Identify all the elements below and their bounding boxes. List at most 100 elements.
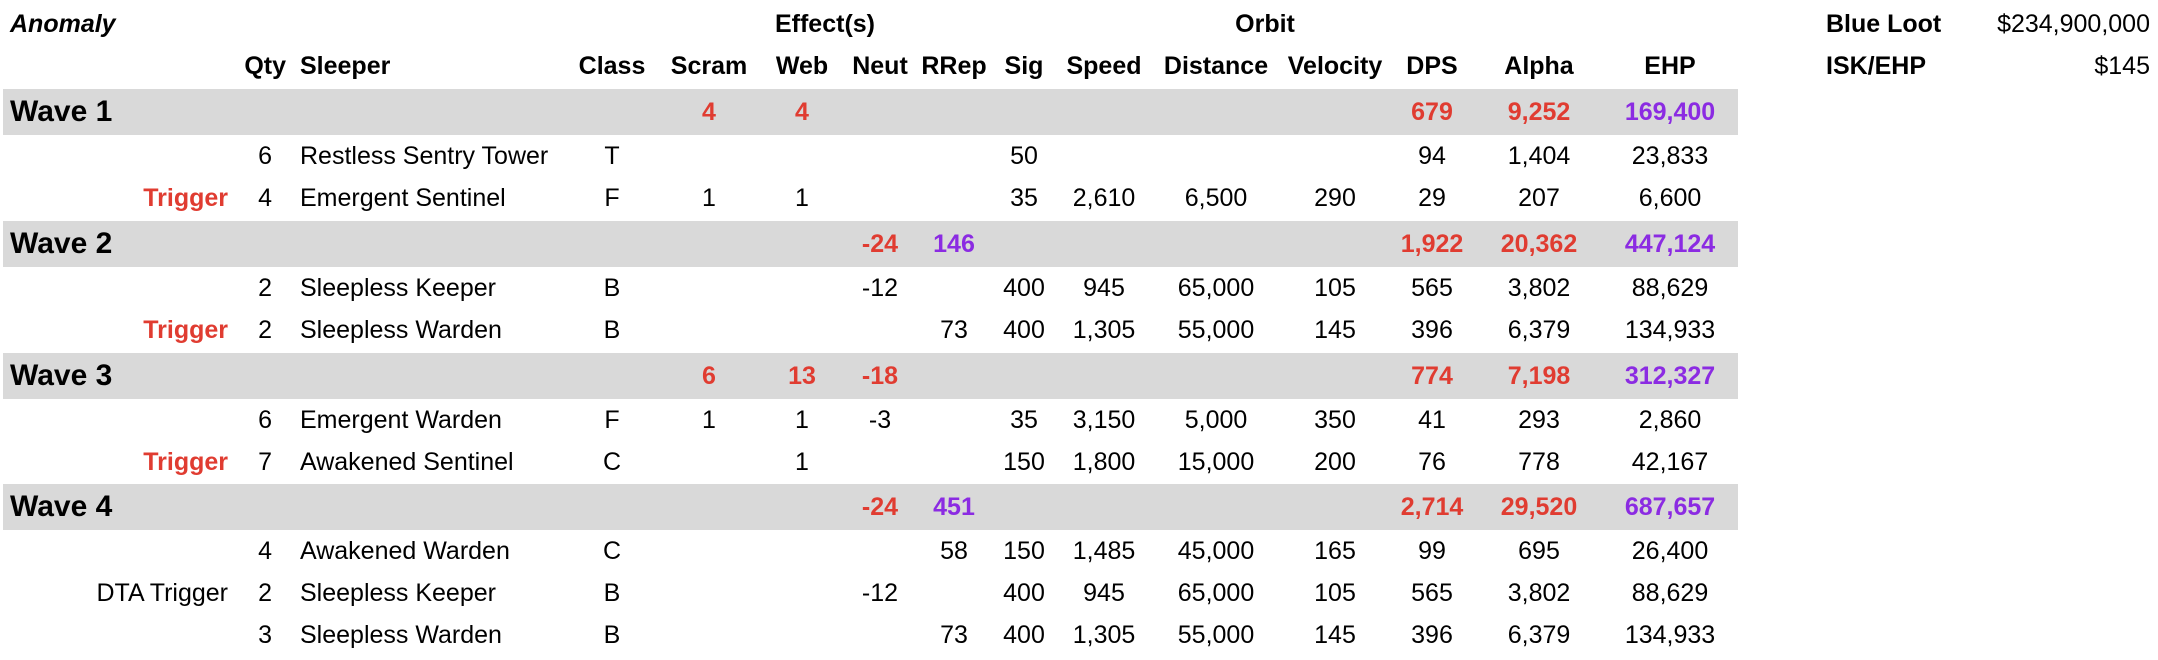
wave-total-ehp: 687,657 xyxy=(1624,493,1716,521)
wave-total-scram: 4 xyxy=(702,98,716,126)
alpha-cell: 778 xyxy=(1518,448,1560,476)
alpha-cell: 6,379 xyxy=(1507,316,1571,344)
speed-cell: 2,610 xyxy=(1072,184,1136,212)
col-header-distance: Distance xyxy=(1163,52,1269,80)
wave-total-ehp: 312,327 xyxy=(1624,362,1716,390)
sig-cell: 400 xyxy=(1003,274,1045,302)
rrep-cell: 58 xyxy=(940,537,968,565)
sig-cell: 400 xyxy=(1003,316,1045,344)
qty-cell: 2 xyxy=(258,274,272,302)
rrep-cell: 73 xyxy=(940,621,968,649)
sleeper-cell: Sleepless Keeper xyxy=(300,579,496,607)
col-header-neut: Neut xyxy=(852,52,908,80)
dps-cell: 565 xyxy=(1411,274,1453,302)
sleeper-cell: Sleepless Warden xyxy=(300,621,502,649)
velocity-cell: 145 xyxy=(1314,316,1356,344)
class-cell: B xyxy=(603,316,621,344)
wave-total-dps: 2,714 xyxy=(1400,493,1464,521)
distance-cell: 6,500 xyxy=(1184,184,1248,212)
col-header-qty: Qty xyxy=(244,52,286,80)
class-cell: B xyxy=(603,274,621,302)
class-cell: C xyxy=(602,448,622,476)
anomaly-label: Anomaly xyxy=(10,10,116,38)
neut-cell: -12 xyxy=(861,274,899,302)
col-header-speed: Speed xyxy=(1066,52,1142,80)
distance-cell: 65,000 xyxy=(1177,579,1255,607)
qty-cell: 3 xyxy=(258,621,272,649)
wave-total-rrep: 146 xyxy=(933,230,975,258)
neut-cell: -3 xyxy=(868,406,892,434)
col-header-scram: Scram xyxy=(670,52,748,80)
velocity-cell: 200 xyxy=(1314,448,1356,476)
wave-band xyxy=(3,353,1738,399)
wave-total-scram: 6 xyxy=(702,362,716,390)
wave-total-rrep xyxy=(914,89,994,135)
speed-cell: 1,305 xyxy=(1072,621,1136,649)
dps-cell: 41 xyxy=(1418,406,1446,434)
wave-label: Wave 2 xyxy=(10,227,113,260)
qty-cell: 4 xyxy=(258,184,272,212)
qty-cell: 4 xyxy=(258,537,272,565)
ehp-cell: 23,833 xyxy=(1631,142,1709,170)
wave-total-dps: 679 xyxy=(1411,98,1453,126)
col-header-ehp: EHP xyxy=(1644,52,1696,80)
sleeper-cell: Restless Sentry Tower xyxy=(300,142,549,170)
wave-total-web: 13 xyxy=(788,362,816,390)
distance-cell: 45,000 xyxy=(1177,537,1255,565)
effects-group-header: Effect(s) xyxy=(774,10,875,38)
dps-cell: 94 xyxy=(1418,142,1446,170)
speed-cell: 945 xyxy=(1083,579,1125,607)
speed-cell: 1,800 xyxy=(1072,448,1136,476)
dps-cell: 396 xyxy=(1411,621,1453,649)
ehp-cell: 134,933 xyxy=(1624,621,1716,649)
trigger-label: Trigger xyxy=(143,316,228,344)
alpha-cell: 695 xyxy=(1518,537,1560,565)
class-cell: B xyxy=(603,621,621,649)
wave-total-rrep xyxy=(914,353,994,399)
velocity-cell: 105 xyxy=(1314,274,1356,302)
sig-cell: 150 xyxy=(1003,448,1045,476)
orbit-group-header: Orbit xyxy=(1235,10,1295,38)
speed-cell: 945 xyxy=(1083,274,1125,302)
sleeper-cell: Awakened Warden xyxy=(300,537,510,565)
sig-cell: 400 xyxy=(1003,621,1045,649)
wave-label: Wave 4 xyxy=(10,490,113,523)
ehp-cell: 88,629 xyxy=(1631,274,1709,302)
distance-cell: 15,000 xyxy=(1177,448,1255,476)
web-cell: 1 xyxy=(795,184,809,212)
wave-band xyxy=(3,221,1738,267)
sleeper-cell: Emergent Warden xyxy=(300,406,502,434)
dps-cell: 396 xyxy=(1411,316,1453,344)
ehp-cell: 42,167 xyxy=(1631,448,1709,476)
col-header-velocity: Velocity xyxy=(1287,52,1383,80)
wave-total-dps: 1,922 xyxy=(1400,230,1464,258)
dps-cell: 565 xyxy=(1411,579,1453,607)
wave-total-rrep: 451 xyxy=(933,493,975,521)
sig-cell: 35 xyxy=(1010,184,1038,212)
trigger-label: Trigger xyxy=(143,448,228,476)
alpha-cell: 293 xyxy=(1518,406,1560,434)
distance-cell: 5,000 xyxy=(1184,406,1248,434)
velocity-cell: 105 xyxy=(1314,579,1356,607)
wave-label: Wave 1 xyxy=(10,95,113,128)
wave-band xyxy=(3,484,1738,530)
sleeper-cell: Awakened Sentinel xyxy=(300,448,514,476)
alpha-cell: 1,404 xyxy=(1507,142,1571,170)
wave-total-neut xyxy=(840,89,920,135)
wave-total-alpha: 20,362 xyxy=(1500,230,1578,258)
trigger-label: DTA Trigger xyxy=(96,579,228,607)
alpha-cell: 6,379 xyxy=(1507,621,1571,649)
alpha-cell: 207 xyxy=(1518,184,1560,212)
blue-loot-label: Blue Loot xyxy=(1826,10,1942,38)
dps-cell: 99 xyxy=(1418,537,1446,565)
wave-total-alpha: 9,252 xyxy=(1507,98,1571,126)
rrep-cell: 73 xyxy=(940,316,968,344)
wave-total-alpha: 29,520 xyxy=(1500,493,1578,521)
wave-total-scram xyxy=(664,484,754,530)
sig-cell: 150 xyxy=(1003,537,1045,565)
wave-band xyxy=(3,89,1738,135)
velocity-cell: 290 xyxy=(1314,184,1356,212)
sig-cell: 50 xyxy=(1010,142,1038,170)
qty-cell: 7 xyxy=(258,448,272,476)
scram-cell: 1 xyxy=(702,184,716,212)
